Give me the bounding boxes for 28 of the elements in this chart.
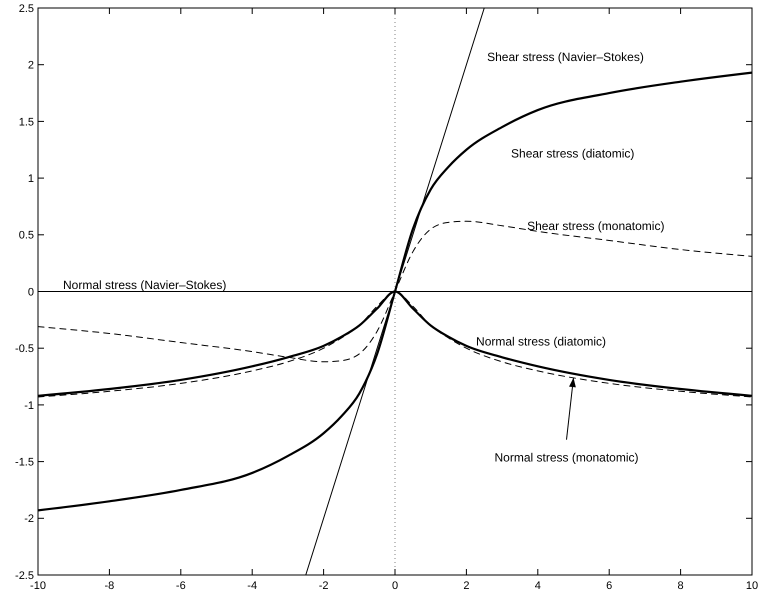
y-tick-label: 0 [28, 286, 34, 298]
y-tick-label: 2.5 [18, 2, 34, 15]
x-tick-label: 2 [463, 580, 470, 592]
y-tick-label: 1.5 [18, 116, 34, 128]
x-tick-label: -8 [104, 580, 114, 592]
y-tick-label: -1.5 [15, 456, 34, 468]
y-tick-label: -2.5 [15, 570, 34, 582]
y-tick-label: 1 [28, 172, 34, 185]
x-tick-label: 0 [392, 580, 398, 592]
x-tick-label: -2 [318, 580, 328, 592]
x-tick-label: 8 [678, 580, 684, 592]
y-tick-label: 0.5 [18, 230, 34, 242]
annotation: Normal stress (monatomic) [494, 450, 639, 465]
x-tick-label: 4 [534, 580, 541, 592]
x-tick-label: -10 [30, 580, 46, 592]
x-tick-label: 10 [746, 580, 758, 592]
series-label: Shear stress (monatomic) [527, 218, 664, 233]
series-label: Shear stress (Navier–Stokes) [487, 50, 644, 64]
y-tick-label: -1 [24, 400, 34, 412]
y-tick-label: -0.5 [15, 343, 34, 356]
y-tick-label: -2 [24, 513, 34, 526]
x-tick-label: 6 [606, 580, 612, 592]
y-tick-label: 2 [28, 60, 34, 72]
series-label: Normal stress (Navier–Stokes) [62, 278, 226, 292]
x-tick-label: -6 [176, 580, 186, 592]
series-label: Shear stress (diatomic) [511, 146, 634, 160]
x-tick-label: -4 [247, 580, 258, 592]
series-label: Normal stress (diatomic) [476, 334, 606, 349]
